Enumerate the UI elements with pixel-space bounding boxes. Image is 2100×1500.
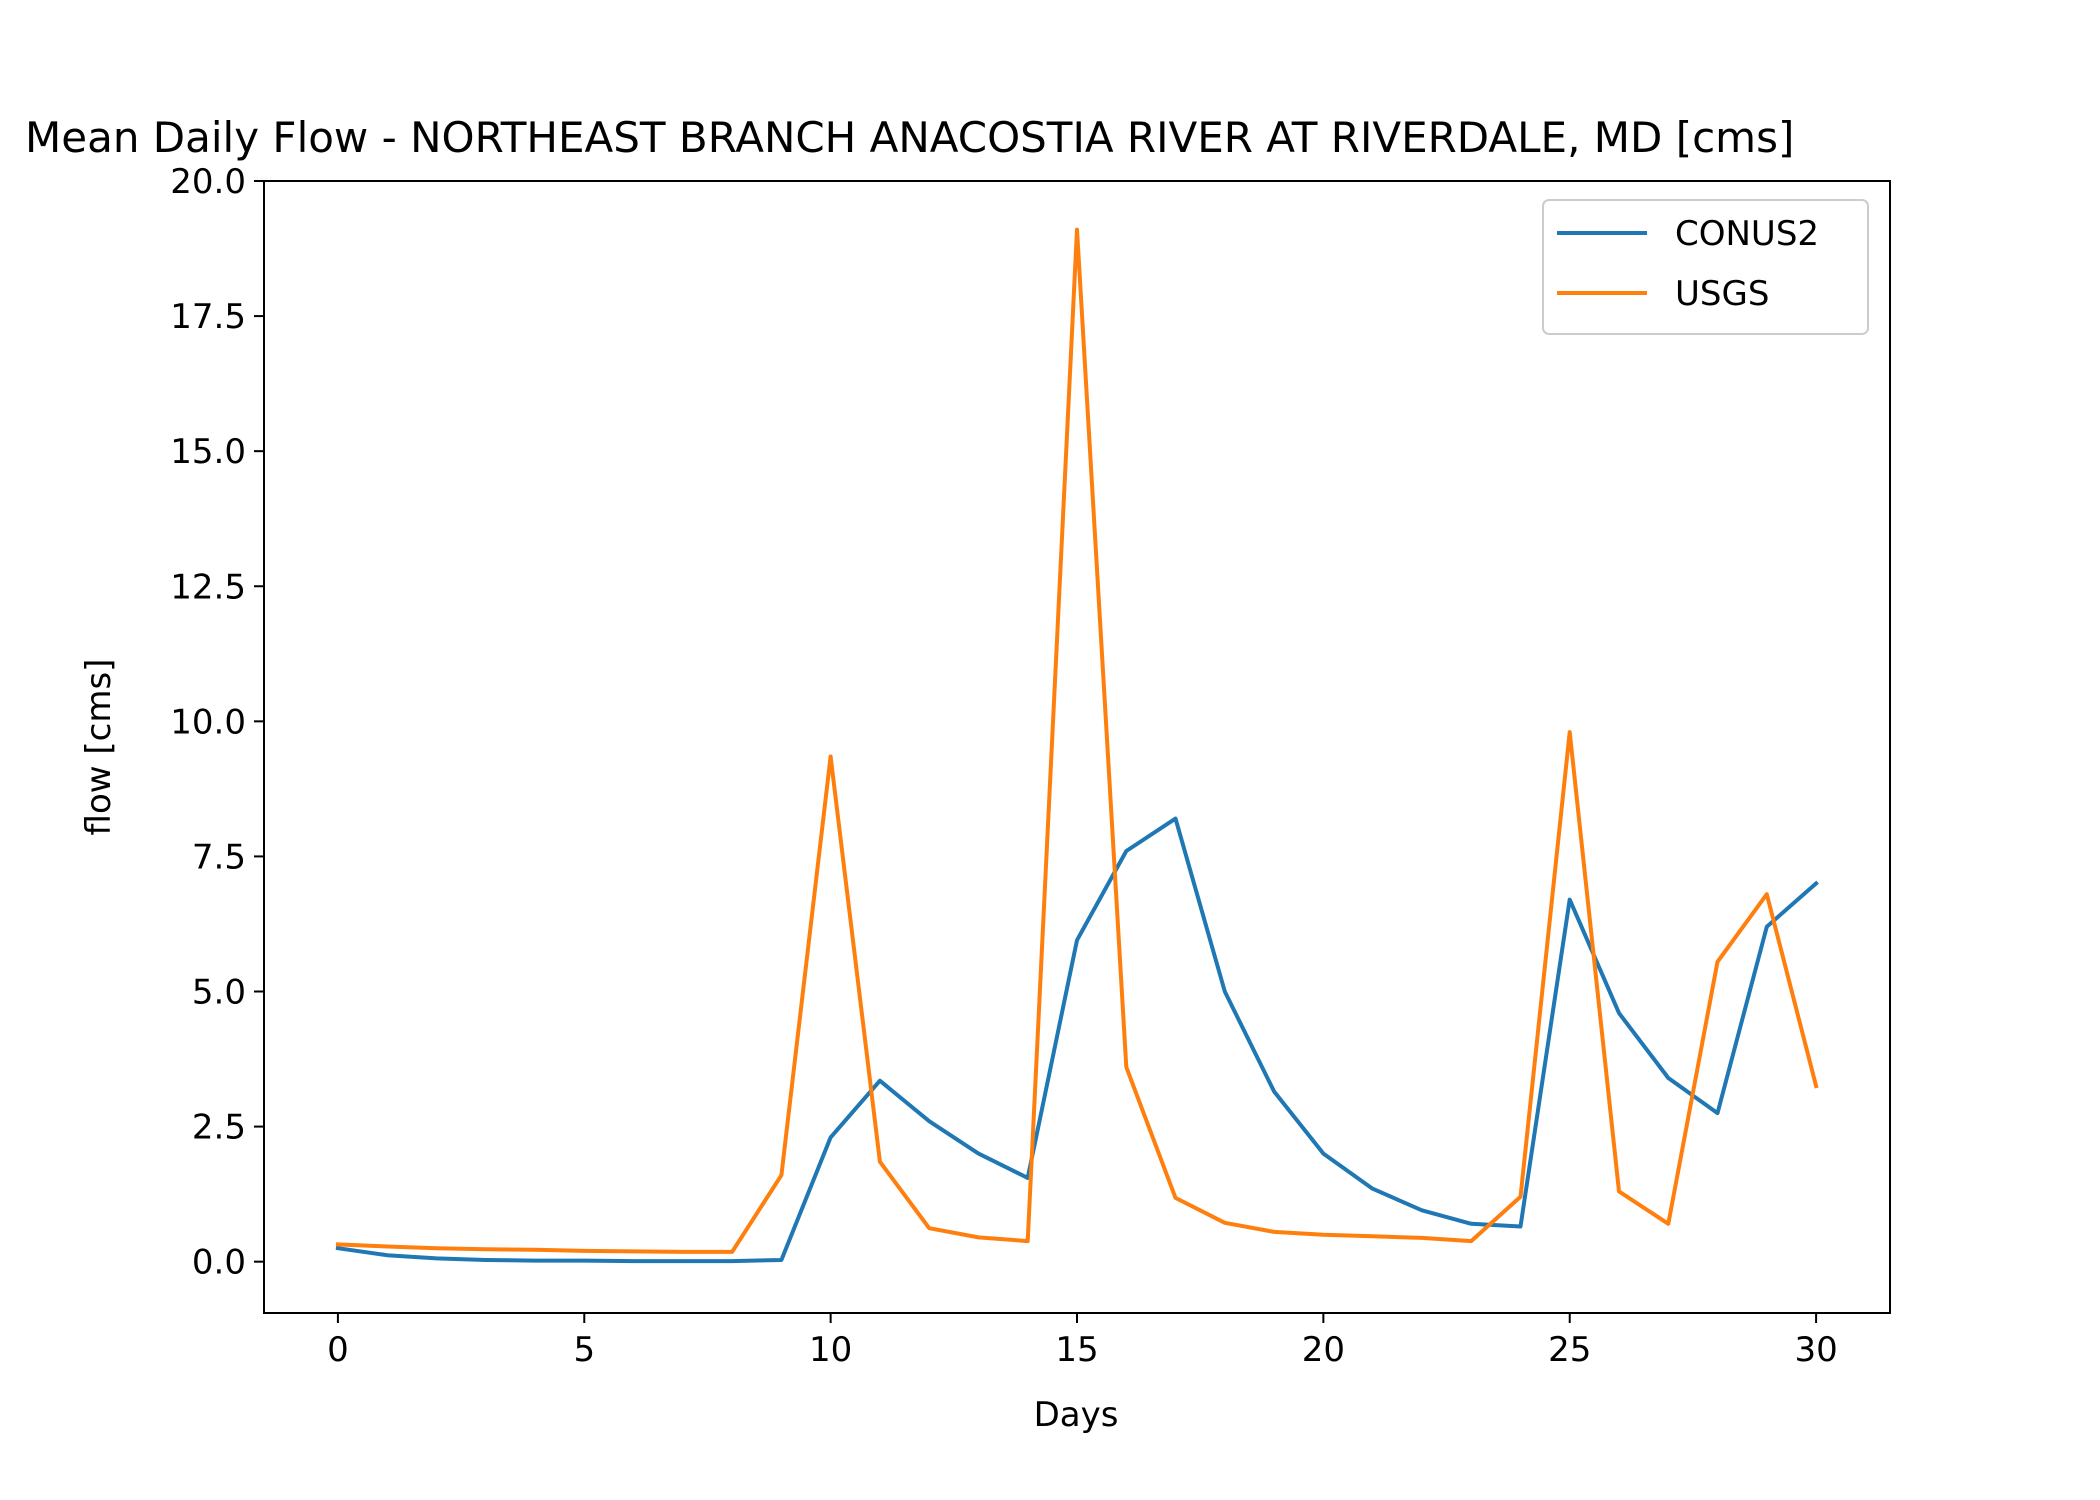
y-tick-label: 10.0: [170, 702, 246, 742]
x-tick-label: 25: [1548, 1330, 1591, 1370]
y-tick-label: 20.0: [170, 162, 246, 202]
y-axis-label: flow [cms]: [79, 659, 119, 836]
x-axis-label: Days: [1034, 1395, 1119, 1435]
x-tick-label: 10: [809, 1330, 852, 1370]
series-line-usgs: [335, 227, 1819, 1254]
series-line-conus2: [335, 816, 1819, 1264]
y-tick-label: 15.0: [170, 432, 246, 472]
legend-label-usgs: USGS: [1675, 274, 1769, 314]
y-tick-label: 2.5: [192, 1108, 246, 1148]
series-layer: [335, 227, 1819, 1264]
x-tick-label: 15: [1055, 1330, 1098, 1370]
y-axis: 0.0 2.5 5.0 7.5 10.0 12.5 15.0 17.5 20.0: [170, 162, 264, 1283]
legend-label-conus2: CONUS2: [1675, 214, 1819, 254]
y-tick-label: 5.0: [192, 973, 246, 1013]
x-axis: 0 5 10 15 20 25 30: [327, 1313, 1838, 1370]
y-tick-label: 0.0: [192, 1243, 246, 1283]
x-tick-label: 30: [1794, 1330, 1837, 1370]
x-tick-label: 0: [327, 1330, 349, 1370]
y-tick-label: 12.5: [170, 567, 246, 607]
x-tick-label: 20: [1302, 1330, 1345, 1370]
y-tick-label: 7.5: [192, 837, 246, 877]
plot-area: [264, 181, 1890, 1313]
chart-title: Mean Daily Flow - NORTHEAST BRANCH ANACO…: [25, 113, 1794, 162]
y-tick-label: 17.5: [170, 297, 246, 337]
legend: CONUS2 USGS: [1542, 199, 1869, 335]
x-tick-label: 5: [573, 1330, 595, 1370]
